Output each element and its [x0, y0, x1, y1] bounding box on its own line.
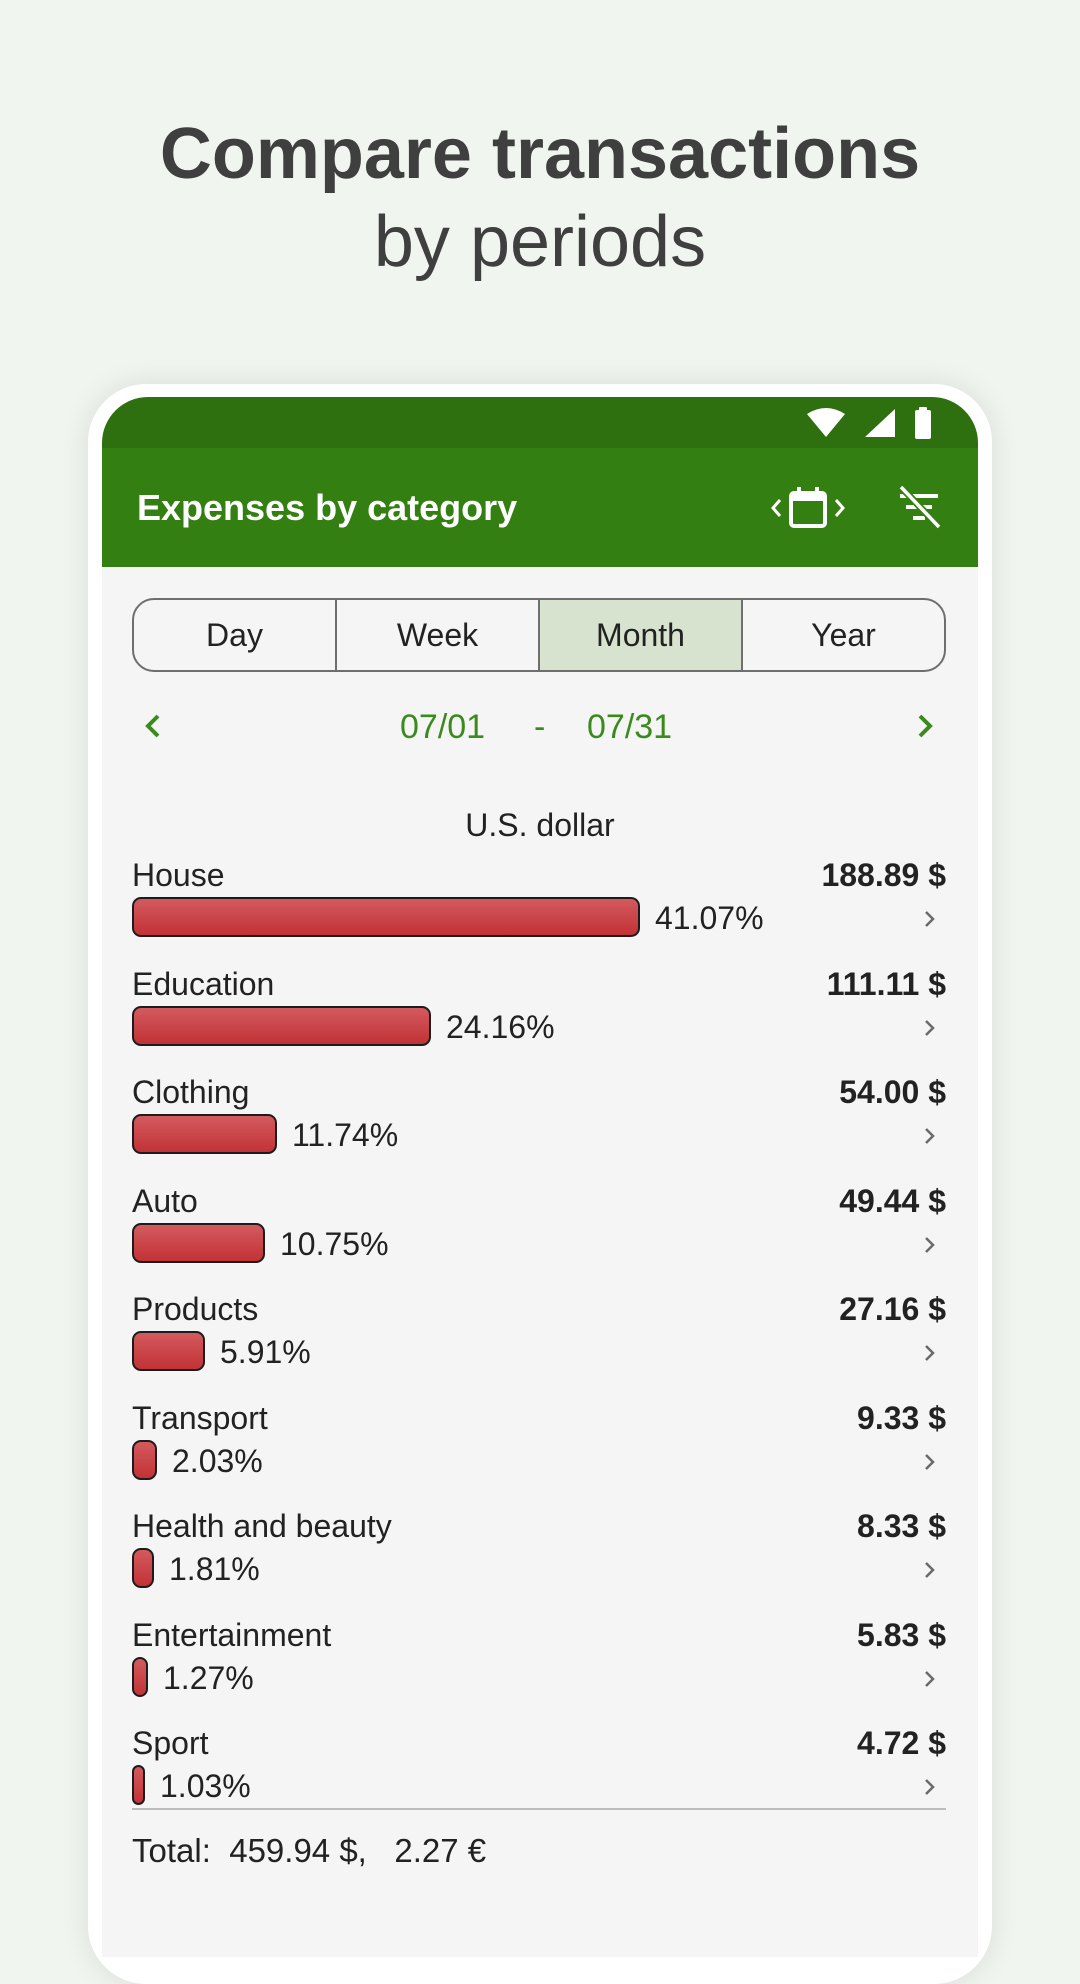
chevron-left-icon	[145, 714, 160, 738]
category-percent: 24.16%	[446, 1008, 555, 1045]
category-amount: 188.89 $	[821, 857, 946, 893]
category-amount: 27.16 $	[839, 1291, 946, 1327]
category-list: House 188.89 $ 41.07% Education 111.11 $…	[132, 855, 946, 1832]
category-row-health-and-beauty[interactable]: Health and beauty 8.33 $ 1.81%	[132, 1506, 946, 1615]
total-summary: Total: 459.94 $, 2.27 €	[132, 1829, 486, 1873]
category-row-sport[interactable]: Sport 4.72 $ 1.03%	[132, 1723, 946, 1832]
wifi-icon	[807, 408, 845, 437]
category-row-education[interactable]: Education 111.11 $ 24.16%	[132, 964, 946, 1073]
range-separator: -	[534, 708, 546, 746]
chevron-right-icon	[925, 1779, 935, 1795]
period-segmented-control: Day Week Month Year	[132, 598, 946, 672]
category-percent: 41.07%	[655, 900, 764, 936]
category-percent: 1.27%	[163, 1659, 254, 1696]
category-row-entertainment[interactable]: Entertainment 5.83 $ 1.27%	[132, 1615, 946, 1724]
previous-period-button[interactable]	[132, 701, 176, 751]
chevron-right-icon	[925, 1453, 935, 1470]
category-share-bar	[132, 1222, 265, 1263]
range-end-date[interactable]: 07/31	[587, 708, 673, 746]
category-amount: 9.33 $	[857, 1399, 946, 1436]
filter-off-icon	[898, 484, 942, 530]
range-start-date[interactable]: 07/01	[400, 708, 486, 746]
date-range-row: 07/01 - 07/31	[102, 695, 978, 759]
category-amount: 8.33 $	[857, 1508, 946, 1544]
app-screen: Expenses by category Day Week Mont	[102, 397, 978, 1957]
signal-icon	[865, 409, 895, 437]
category-percent: 1.81%	[169, 1551, 260, 1587]
next-period-button[interactable]	[902, 701, 946, 751]
category-amount: 54.00 $	[839, 1074, 946, 1110]
category-percent: 1.03%	[160, 1768, 251, 1804]
calendar-period-nav-icon	[771, 487, 845, 528]
total-label: Total:	[132, 1832, 211, 1869]
app-bar-title: Expenses by category	[137, 487, 518, 528]
category-name: Transport	[132, 1399, 268, 1436]
category-name: Sport	[132, 1725, 209, 1761]
headline-line-1: Compare transactions	[159, 114, 921, 194]
segment-week[interactable]: Week	[337, 600, 540, 670]
total-usd: 459.94 $,	[229, 1832, 367, 1869]
chevron-right-icon	[925, 1345, 935, 1361]
category-name: Auto	[132, 1182, 198, 1219]
category-row-products[interactable]: Products 27.16 $ 5.91%	[132, 1289, 946, 1398]
category-amount: 111.11 $	[826, 965, 946, 1002]
clear-filter-button[interactable]	[894, 482, 944, 532]
category-name: Health and beauty	[132, 1508, 392, 1544]
category-row-transport[interactable]: Transport 9.33 $ 2.03%	[132, 1398, 946, 1507]
chevron-right-icon	[925, 1236, 935, 1253]
battery-icon	[915, 407, 931, 439]
category-percent: 11.74%	[292, 1117, 399, 1153]
category-percent: 10.75%	[280, 1225, 389, 1262]
category-amount: 4.72 $	[857, 1725, 946, 1761]
headline-line-2: by periods	[373, 202, 707, 282]
chevron-right-icon	[925, 1670, 935, 1687]
category-share-bar	[132, 1548, 154, 1588]
category-name: Clothing	[132, 1074, 250, 1110]
chevron-right-icon	[925, 1562, 935, 1578]
category-name: Products	[132, 1291, 259, 1327]
chevron-right-icon	[925, 1019, 935, 1036]
app-bar: Expenses by category	[102, 448, 978, 567]
period-navigation-button[interactable]	[770, 484, 846, 532]
category-name: House	[132, 857, 225, 893]
category-share-bar	[132, 1114, 277, 1154]
total-divider	[132, 1808, 946, 1810]
category-percent: 2.03%	[172, 1442, 263, 1479]
chevron-right-icon	[925, 911, 935, 927]
category-row-house[interactable]: House 188.89 $ 41.07%	[132, 855, 946, 964]
segment-month[interactable]: Month	[540, 600, 743, 670]
category-share-bar	[132, 1765, 145, 1805]
chevron-right-icon	[918, 714, 933, 738]
promo-headline: Compare transactions by periods	[0, 110, 1080, 286]
category-amount: 49.44 $	[839, 1182, 946, 1219]
category-share-bar	[132, 1439, 157, 1480]
status-bar	[102, 397, 978, 448]
currency-label: U.S. dollar	[465, 807, 615, 843]
category-percent: 5.91%	[220, 1334, 311, 1370]
category-share-bar	[132, 1005, 431, 1046]
category-name: Entertainment	[132, 1616, 332, 1653]
category-row-auto[interactable]: Auto 49.44 $ 10.75%	[132, 1181, 946, 1290]
total-eur: 2.27 €	[394, 1832, 487, 1869]
category-share-bar	[132, 1656, 148, 1697]
category-row-clothing[interactable]: Clothing 54.00 $ 11.74%	[132, 1072, 946, 1181]
category-amount: 5.83 $	[857, 1616, 946, 1653]
segment-year[interactable]: Year	[811, 617, 876, 653]
category-share-bar	[132, 1331, 205, 1371]
category-share-bar	[132, 897, 640, 937]
category-name: Education	[132, 965, 275, 1002]
chevron-right-icon	[925, 1128, 935, 1144]
segment-day[interactable]: Day	[134, 600, 337, 670]
